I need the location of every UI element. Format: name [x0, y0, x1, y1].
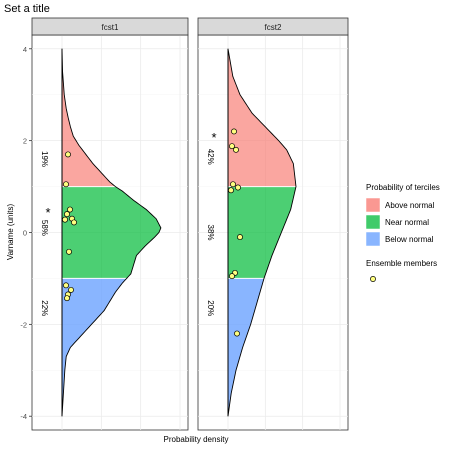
panel-fcst1: fcst1 19% 58% 22% * — [31, 17, 189, 431]
ensemble-member-point — [71, 219, 77, 226]
ensemble-member-point — [231, 128, 237, 135]
tercile-probability-label: 38% — [206, 224, 215, 240]
y-axis-label: Varname (units) — [6, 204, 15, 261]
y-tick-label: 2 — [23, 137, 27, 146]
legend-members-title: Ensemble members — [366, 259, 437, 268]
legend-member-point — [370, 276, 376, 282]
chart-title: Set a title — [4, 3, 50, 15]
legend: Probability of terciles Above normal Near … — [365, 183, 440, 282]
ensemble-member-point — [228, 187, 234, 194]
facet-strip — [197, 17, 349, 36]
legend-item-label: Above normal — [385, 201, 435, 210]
facet-strip-label: fcst2 — [265, 23, 282, 32]
y-axis: -4 -2 0 2 4 — [20, 45, 32, 421]
y-tick-label: 0 — [23, 229, 27, 238]
legend-item-label: Near normal — [385, 218, 429, 227]
facet-strip-label: fcst1 — [102, 23, 119, 32]
ensemble-member-point — [64, 211, 70, 218]
ensemble-member-point — [63, 181, 69, 188]
tercile-probability-label: 20% — [206, 300, 215, 316]
panel-fcst2: fcst2 42% 38% 20% * — [197, 17, 349, 431]
legend-item-label: Below normal — [385, 235, 434, 244]
ensemble-member-point — [233, 146, 239, 153]
area-below-normal — [62, 278, 127, 417]
panel-grid — [198, 35, 348, 430]
legend-swatch — [365, 197, 381, 213]
facet-strip — [31, 17, 189, 36]
density-curve — [227, 48, 297, 417]
panel-grid — [32, 35, 188, 430]
ensemble-member-point — [235, 184, 241, 191]
tercile-probability-label: 42% — [206, 149, 215, 165]
density-curve — [61, 48, 162, 417]
ensemble-member-point — [237, 234, 243, 241]
ensemble-member-point — [229, 143, 235, 150]
y-tick-label: -4 — [20, 412, 27, 421]
area-above-normal — [62, 48, 116, 187]
ensemble-member-point — [67, 206, 73, 213]
area-above-normal — [228, 48, 296, 187]
ensemble-member-point — [65, 151, 71, 158]
forecast-star-marker: * — [211, 130, 216, 145]
legend-swatch — [365, 214, 381, 230]
legend-swatch — [365, 231, 381, 247]
ensemble-member-point — [230, 181, 236, 188]
ensemble-member-point — [229, 273, 235, 280]
area-below-normal — [228, 278, 264, 417]
ensemble-member-point — [64, 295, 70, 302]
ensemble-member-point — [68, 286, 74, 293]
y-tick-label: 4 — [23, 45, 27, 54]
tercile-probability-label: 22% — [40, 300, 49, 316]
area-near-normal — [228, 186, 296, 279]
y-tick-label: -2 — [20, 320, 27, 329]
tercile-probability-label: 19% — [40, 151, 49, 167]
x-axis-label: Probability density — [164, 435, 229, 444]
forecast-star-marker: * — [45, 205, 50, 220]
ensemble-member-point — [62, 216, 68, 223]
legend-terciles-title: Probability of terciles — [366, 183, 440, 192]
ensemble-member-point — [66, 248, 72, 255]
facet-panels: -4 -2 0 2 4 fcst1 19% 58% 22% * fcst2 42% 38% 20% * — [20, 17, 349, 431]
ensemble-member-point — [234, 330, 240, 337]
ensemble-member-point — [63, 282, 69, 289]
tercile-probability-label: 58% — [40, 220, 49, 236]
